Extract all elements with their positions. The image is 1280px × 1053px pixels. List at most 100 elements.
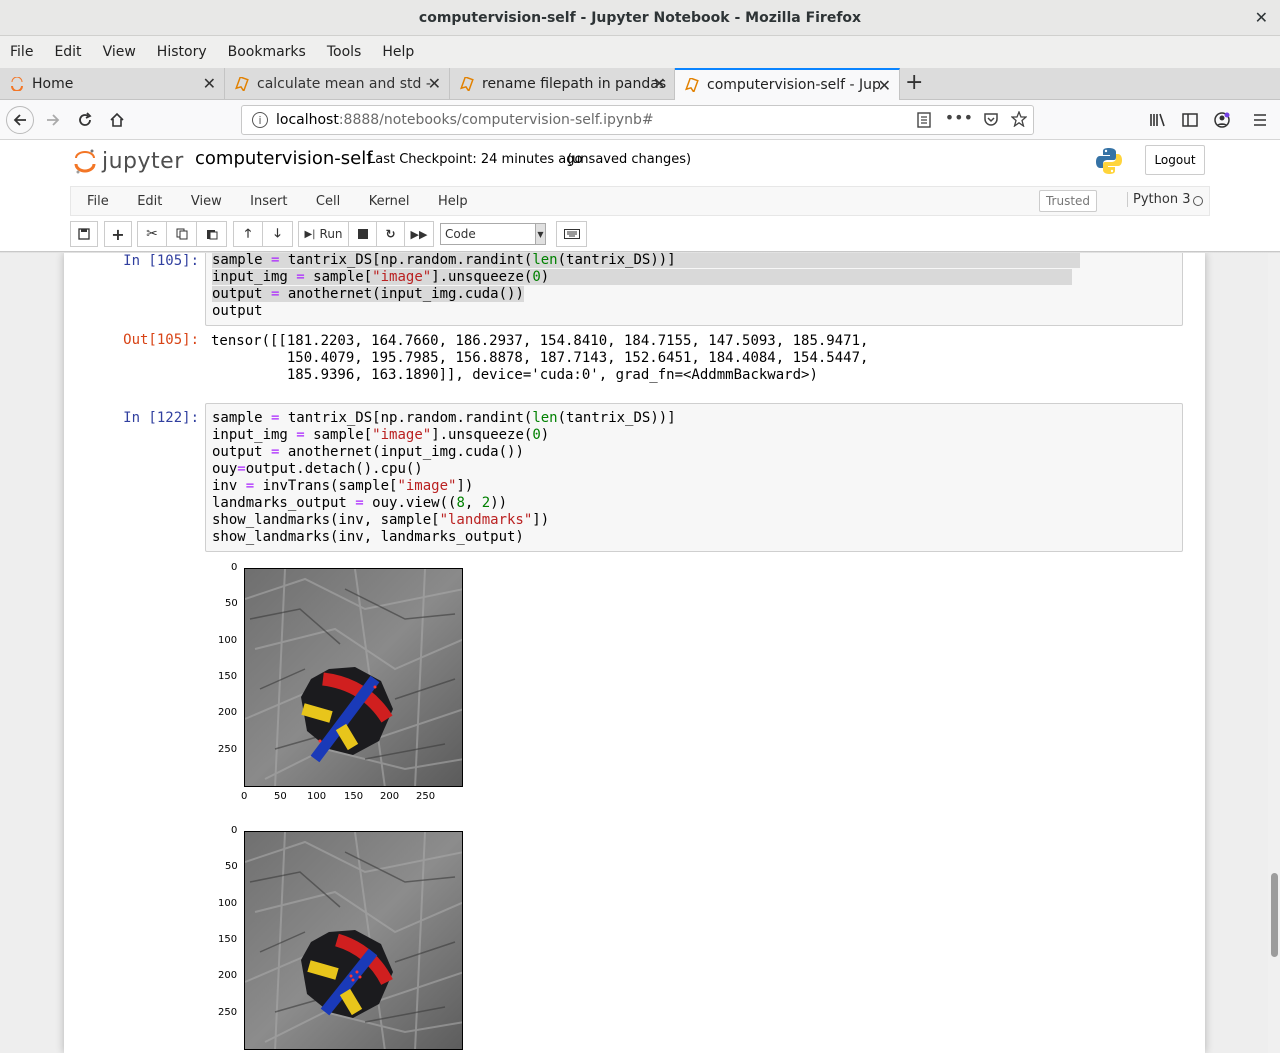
tab-close-icon[interactable]: ✕ bbox=[202, 74, 216, 93]
kernel-name[interactable]: Python 3 bbox=[1127, 192, 1190, 207]
sidebar-icon[interactable] bbox=[1178, 108, 1202, 132]
input-prompt: In [105]: bbox=[123, 253, 199, 269]
code-cell-input[interactable]: sample = tantrix_DS[np.random.randint(le… bbox=[205, 403, 1183, 552]
step-forward-icon: ▶| bbox=[304, 228, 316, 240]
jupyter-menu-file[interactable]: File bbox=[87, 194, 109, 209]
insert-cell-button[interactable]: + bbox=[104, 221, 132, 247]
move-down-button[interactable]: 🡓 bbox=[263, 221, 293, 247]
y-tick-label: 250 bbox=[218, 1007, 238, 1018]
code-text[interactable]: sample = tantrix_DS[np.random.randint(le… bbox=[212, 253, 1081, 319]
tab-rename-filepath[interactable]: rename filepath in pandas ✕ bbox=[450, 68, 675, 100]
bookmark-icon bbox=[460, 77, 474, 91]
tab-label: Home bbox=[32, 76, 74, 92]
menu-view[interactable]: View bbox=[102, 44, 136, 60]
y-tick-label: 50 bbox=[225, 861, 238, 872]
url-path: :8888/notebooks/computervision-self.ipyn… bbox=[338, 112, 654, 128]
x-tick-label: 150 bbox=[344, 791, 364, 802]
menu-bookmarks[interactable]: Bookmarks bbox=[227, 44, 306, 60]
url-bar[interactable]: i localhost:8888/notebooks/computervisio… bbox=[241, 105, 1034, 135]
restart-run-all-button[interactable]: ▶▶ bbox=[405, 221, 434, 247]
cell-type-value: Code bbox=[445, 227, 476, 241]
tab-close-icon[interactable]: ✕ bbox=[427, 74, 441, 93]
hamburger-menu-icon[interactable] bbox=[1248, 108, 1272, 132]
tab-calculate-mean[interactable]: calculate mean and std - ✕ bbox=[225, 68, 450, 100]
jupyter-logo[interactable]: jupyter bbox=[74, 146, 184, 176]
run-button[interactable]: ▶| Run bbox=[298, 221, 349, 247]
y-tick-label: 200 bbox=[218, 707, 238, 718]
info-icon[interactable]: i bbox=[252, 112, 268, 128]
keyboard-icon bbox=[563, 229, 580, 239]
command-palette-button[interactable] bbox=[556, 221, 587, 247]
jupyter-menu-help[interactable]: Help bbox=[437, 194, 468, 209]
tensor-output: tensor([[181.2203, 164.7660, 186.2937, 1… bbox=[211, 333, 869, 383]
home-icon[interactable] bbox=[105, 108, 129, 132]
fast-forward-icon: ▶▶ bbox=[410, 227, 428, 241]
move-up-button[interactable]: 🡑 bbox=[233, 221, 263, 247]
python-logo-icon bbox=[1096, 148, 1122, 174]
notebook-name[interactable]: computervision-self bbox=[195, 148, 373, 169]
run-label: Run bbox=[319, 227, 343, 241]
y-tick-label: 200 bbox=[218, 970, 238, 981]
kernel-idle-icon bbox=[1193, 196, 1203, 206]
bookmark-star-icon[interactable] bbox=[1010, 110, 1028, 131]
logout-button[interactable]: Logout bbox=[1145, 145, 1205, 175]
tab-computervision[interactable]: computervision-self - Jup ✕ bbox=[675, 68, 900, 100]
cell-type-select[interactable]: Code ▼ bbox=[440, 223, 546, 245]
jupyter-logo-text: jupyter bbox=[102, 148, 184, 174]
jupyter-header: jupyter computervision-self Last Checkpo… bbox=[0, 140, 1280, 186]
account-icon[interactable] bbox=[1210, 108, 1234, 132]
copy-icon bbox=[176, 228, 187, 240]
code-text[interactable]: sample = tantrix_DS[np.random.randint(le… bbox=[212, 410, 676, 545]
y-tick-label: 150 bbox=[218, 934, 238, 945]
forward-arrow-icon[interactable] bbox=[41, 108, 65, 132]
copy-button[interactable] bbox=[167, 221, 197, 247]
jupyter-menu-insert[interactable]: Insert bbox=[250, 194, 288, 209]
tab-label: calculate mean and std - bbox=[257, 76, 431, 92]
tab-close-icon[interactable]: ✕ bbox=[652, 74, 666, 93]
jupyter-menu-edit[interactable]: Edit bbox=[137, 194, 163, 209]
y-tick-label: 0 bbox=[231, 562, 238, 573]
window-close-icon[interactable]: ✕ bbox=[1254, 8, 1268, 27]
restart-button[interactable]: ↻ bbox=[377, 221, 405, 247]
y-tick-label: 150 bbox=[218, 671, 238, 682]
menu-edit[interactable]: Edit bbox=[54, 44, 82, 60]
image-axes bbox=[244, 831, 463, 1050]
pocket-icon[interactable] bbox=[983, 112, 999, 132]
y-tick-label: 100 bbox=[218, 898, 238, 909]
tantrix-tile-image bbox=[245, 832, 462, 1049]
back-arrow-icon[interactable] bbox=[6, 106, 34, 134]
new-tab-icon[interactable]: + bbox=[905, 70, 924, 95]
tab-home[interactable]: Home ✕ bbox=[0, 68, 225, 100]
page-actions-icon[interactable]: ••• bbox=[944, 108, 973, 127]
bookmark-icon bbox=[235, 77, 249, 91]
trusted-indicator[interactable]: Trusted bbox=[1039, 190, 1097, 212]
window-titlebar: computervision-self - Jupyter Notebook -… bbox=[0, 0, 1280, 36]
output-prompt: Out[105]: bbox=[123, 332, 199, 348]
menu-file[interactable]: File bbox=[10, 44, 34, 60]
jupyter-menu-view[interactable]: View bbox=[190, 194, 222, 209]
scrollbar-thumb[interactable] bbox=[1271, 873, 1278, 957]
save-button[interactable] bbox=[70, 221, 98, 247]
interrupt-button[interactable] bbox=[349, 221, 377, 247]
reader-view-icon[interactable] bbox=[917, 112, 931, 132]
cut-button[interactable]: ✂ bbox=[137, 221, 167, 247]
restart-icon: ↻ bbox=[385, 227, 396, 241]
menu-tools[interactable]: Tools bbox=[326, 44, 362, 60]
jupyter-menu-cell[interactable]: Cell bbox=[315, 194, 341, 209]
plus-icon: + bbox=[111, 224, 125, 244]
x-tick-label: 100 bbox=[307, 791, 327, 802]
y-tick-label: 0 bbox=[231, 825, 238, 836]
code-cell-input[interactable]: sample = tantrix_DS[np.random.randint(le… bbox=[205, 253, 1183, 326]
tantrix-tile-image bbox=[245, 569, 462, 786]
y-tick-label: 250 bbox=[218, 744, 238, 755]
page-scrollbar[interactable] bbox=[1268, 253, 1280, 1053]
library-icon[interactable] bbox=[1146, 108, 1170, 132]
jupyter-menu-kernel[interactable]: Kernel bbox=[368, 194, 410, 209]
menu-help[interactable]: Help bbox=[382, 44, 415, 60]
tab-label: computervision-self - Jup bbox=[707, 77, 881, 93]
reload-icon[interactable] bbox=[73, 108, 97, 132]
browser-menubar: File Edit View History Bookmarks Tools H… bbox=[0, 36, 1280, 68]
tab-close-icon[interactable]: ✕ bbox=[877, 76, 891, 95]
menu-history[interactable]: History bbox=[156, 44, 207, 60]
paste-button[interactable] bbox=[197, 221, 227, 247]
